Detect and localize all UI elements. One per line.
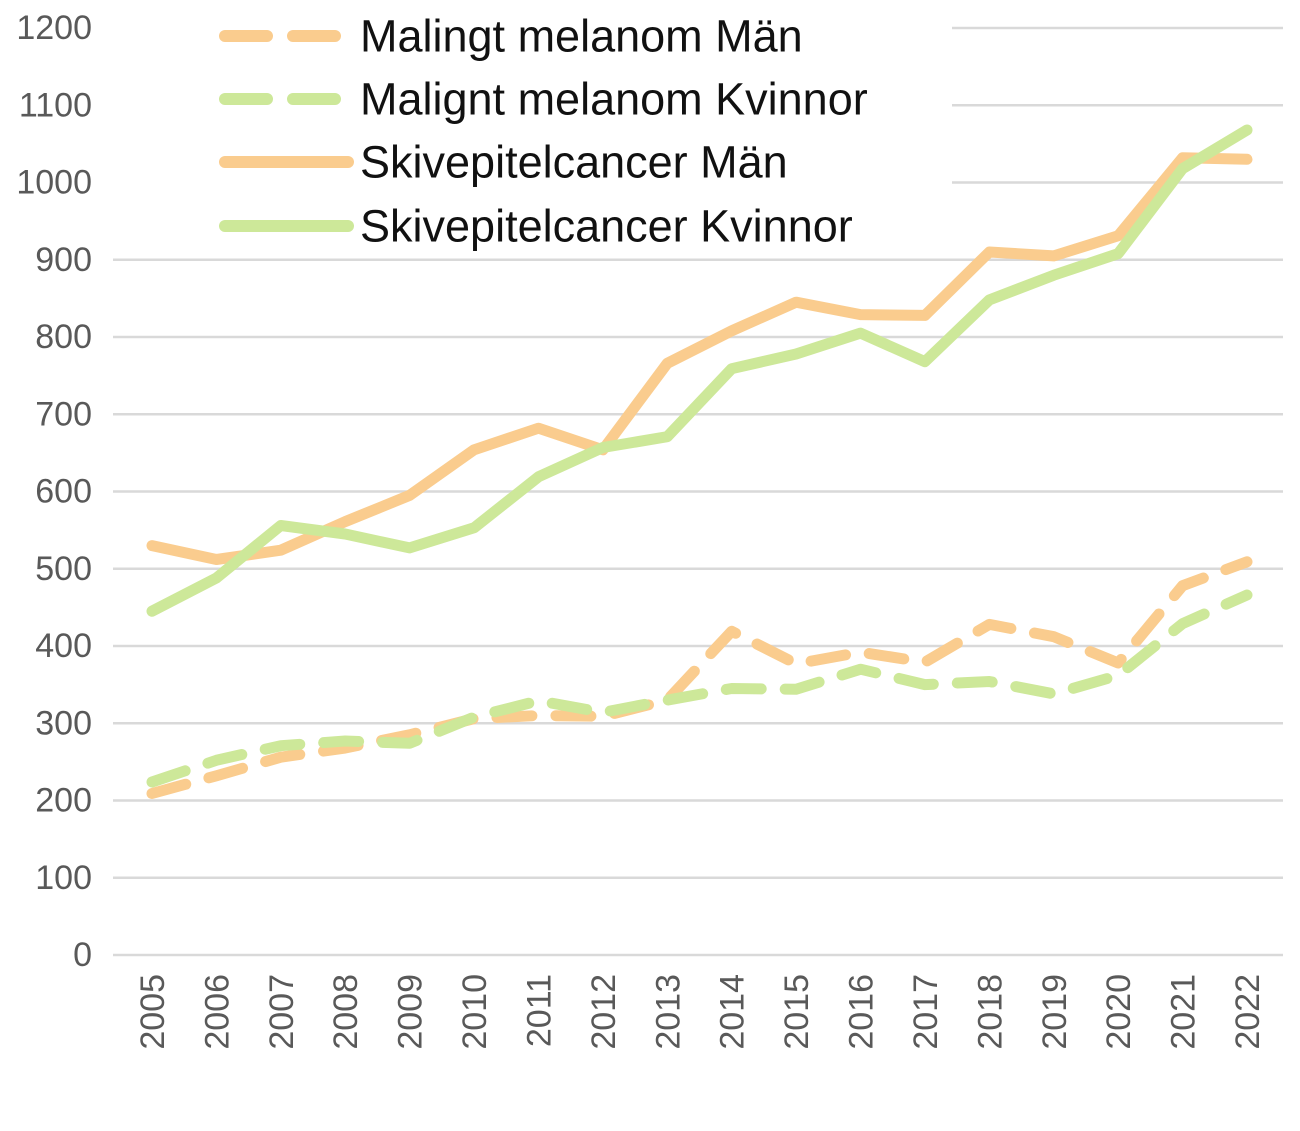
x-axis-tick-label: 2012 [585,974,623,1050]
x-axis-tick-label: 2005 [134,974,172,1050]
y-axis-tick-label: 200 [35,782,92,820]
series-line-skivepitelcancer-kvinnor [146,124,1253,617]
x-axis-tick-label: 2011 [520,974,558,1047]
legend: Malingt melanom Män Malignt melanom Kvinn… [105,6,952,252]
x-axis-tick-label: 2008 [327,974,365,1050]
x-axis-tick-label: 2013 [649,974,687,1050]
legend-item-skivepitelcancer-kvinnor: Skivepitelcancer Kvinnor [219,201,853,252]
y-axis-tick-label: 700 [35,395,92,433]
y-axis-tick-label: 300 [35,704,92,742]
y-axis-tick-label: 1000 [16,164,92,202]
x-axis-tick-label: 2007 [263,974,301,1050]
x-axis-tick-label: 2010 [456,974,494,1050]
series-line-malignt-melanom-kvinnor [146,589,1253,788]
x-axis-tick-label: 2019 [1036,974,1074,1050]
x-axis-tick-label: 2017 [907,974,945,1050]
x-axis-tick-label: 2022 [1229,974,1267,1050]
legend-background [105,6,952,252]
y-axis: 0 100 200 300 400 500 600 700 800 900 1000 1100 1200 [16,9,92,974]
legend-item-skivepitelcancer-man: Skivepitelcancer Män [219,137,788,188]
y-axis-tick-label: 0 [73,936,92,974]
x-axis: 2005 2006 2007 2008 2009 2010 2011 2012 2013 2014… [134,974,1267,1050]
legend-label: Malignt melanom Kvinnor [360,74,868,125]
x-axis-tick-label: 2014 [714,974,752,1050]
series-line-malingt-melanom-man [146,556,1253,799]
x-axis-tick-label: 2021 [1165,974,1203,1050]
legend-label: Skivepitelcancer Män [360,137,788,188]
legend-label: Skivepitelcancer Kvinnor [360,201,853,252]
y-axis-tick-label: 600 [35,473,92,511]
x-axis-tick-label: 2009 [392,974,430,1050]
legend-item-malingt-melanom-man: Malingt melanom Män [219,11,803,62]
x-axis-tick-label: 2015 [778,974,816,1050]
y-axis-tick-label: 800 [35,318,92,356]
x-axis-tick-label: 2020 [1100,974,1138,1050]
y-axis-tick-label: 1100 [19,86,92,124]
y-axis-tick-label: 500 [35,550,92,588]
y-axis-tick-label: 900 [35,241,92,279]
legend-label: Malingt melanom Män [360,11,803,62]
y-axis-tick-label: 100 [35,859,92,897]
series-line-skivepitelcancer-man [146,152,1253,565]
y-axis-tick-label: 1200 [16,9,92,47]
legend-item-malignt-melanom-kvinnor: Malignt melanom Kvinnor [219,74,868,125]
y-axis-tick-label: 400 [35,627,92,665]
x-axis-tick-label: 2006 [198,974,236,1050]
x-axis-tick-label: 2016 [843,974,881,1050]
x-axis-tick-label: 2018 [971,974,1009,1050]
